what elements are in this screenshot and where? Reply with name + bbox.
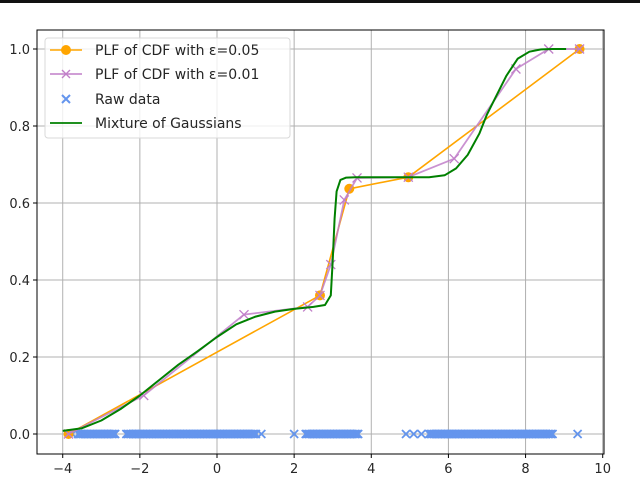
x-tick-label: −4 — [53, 462, 72, 477]
legend-item-raw-data: Raw data — [61, 92, 160, 108]
y-tick-label: 0.2 — [9, 351, 30, 366]
legend-label: PLF of CDF with ε=0.01 — [95, 67, 259, 83]
legend-item-mixture: Mixture of Gaussians — [50, 116, 242, 132]
circle-marker-icon — [61, 45, 71, 55]
axis-ticks: −4 −2 0 2 4 6 8 10 0.0 0.2 0.4 0.6 0.8 1.0 — [9, 43, 611, 477]
x-marker-icon — [61, 94, 71, 104]
y-tick-label: 0.6 — [9, 197, 30, 212]
x-tick-label: 4 — [367, 462, 375, 477]
legend: PLF of CDF with ε=0.05 PLF of CDF with ε… — [44, 37, 291, 139]
raw-data-points — [67, 429, 583, 439]
x-tick-label: 8 — [521, 462, 529, 477]
x-tick-label: 6 — [444, 462, 452, 477]
axes-frame — [36, 29, 605, 455]
plot-area — [62, 44, 585, 439]
series-mixture-of-gaussians — [62, 48, 567, 432]
y-tick-label: 0.8 — [9, 120, 30, 135]
window-top-border — [0, 0, 640, 3]
legend-label: PLF of CDF with ε=0.05 — [95, 43, 259, 59]
x-tick-label: 10 — [594, 462, 611, 477]
y-tick-label: 0.4 — [9, 274, 30, 289]
legend-item-plf-005: PLF of CDF with ε=0.05 — [50, 43, 259, 59]
x-tick-label: −2 — [130, 462, 149, 477]
y-tick-label: 1.0 — [9, 43, 30, 58]
x-marker-icon — [61, 69, 71, 79]
x-tick-label: 2 — [290, 462, 298, 477]
legend-box — [44, 37, 291, 139]
legend-label: Raw data — [95, 92, 160, 108]
x-tick-label: 0 — [213, 462, 221, 477]
y-tick-label: 0.0 — [9, 428, 30, 443]
legend-item-plf-001: PLF of CDF with ε=0.01 — [50, 67, 259, 83]
legend-label: Mixture of Gaussians — [95, 116, 242, 132]
